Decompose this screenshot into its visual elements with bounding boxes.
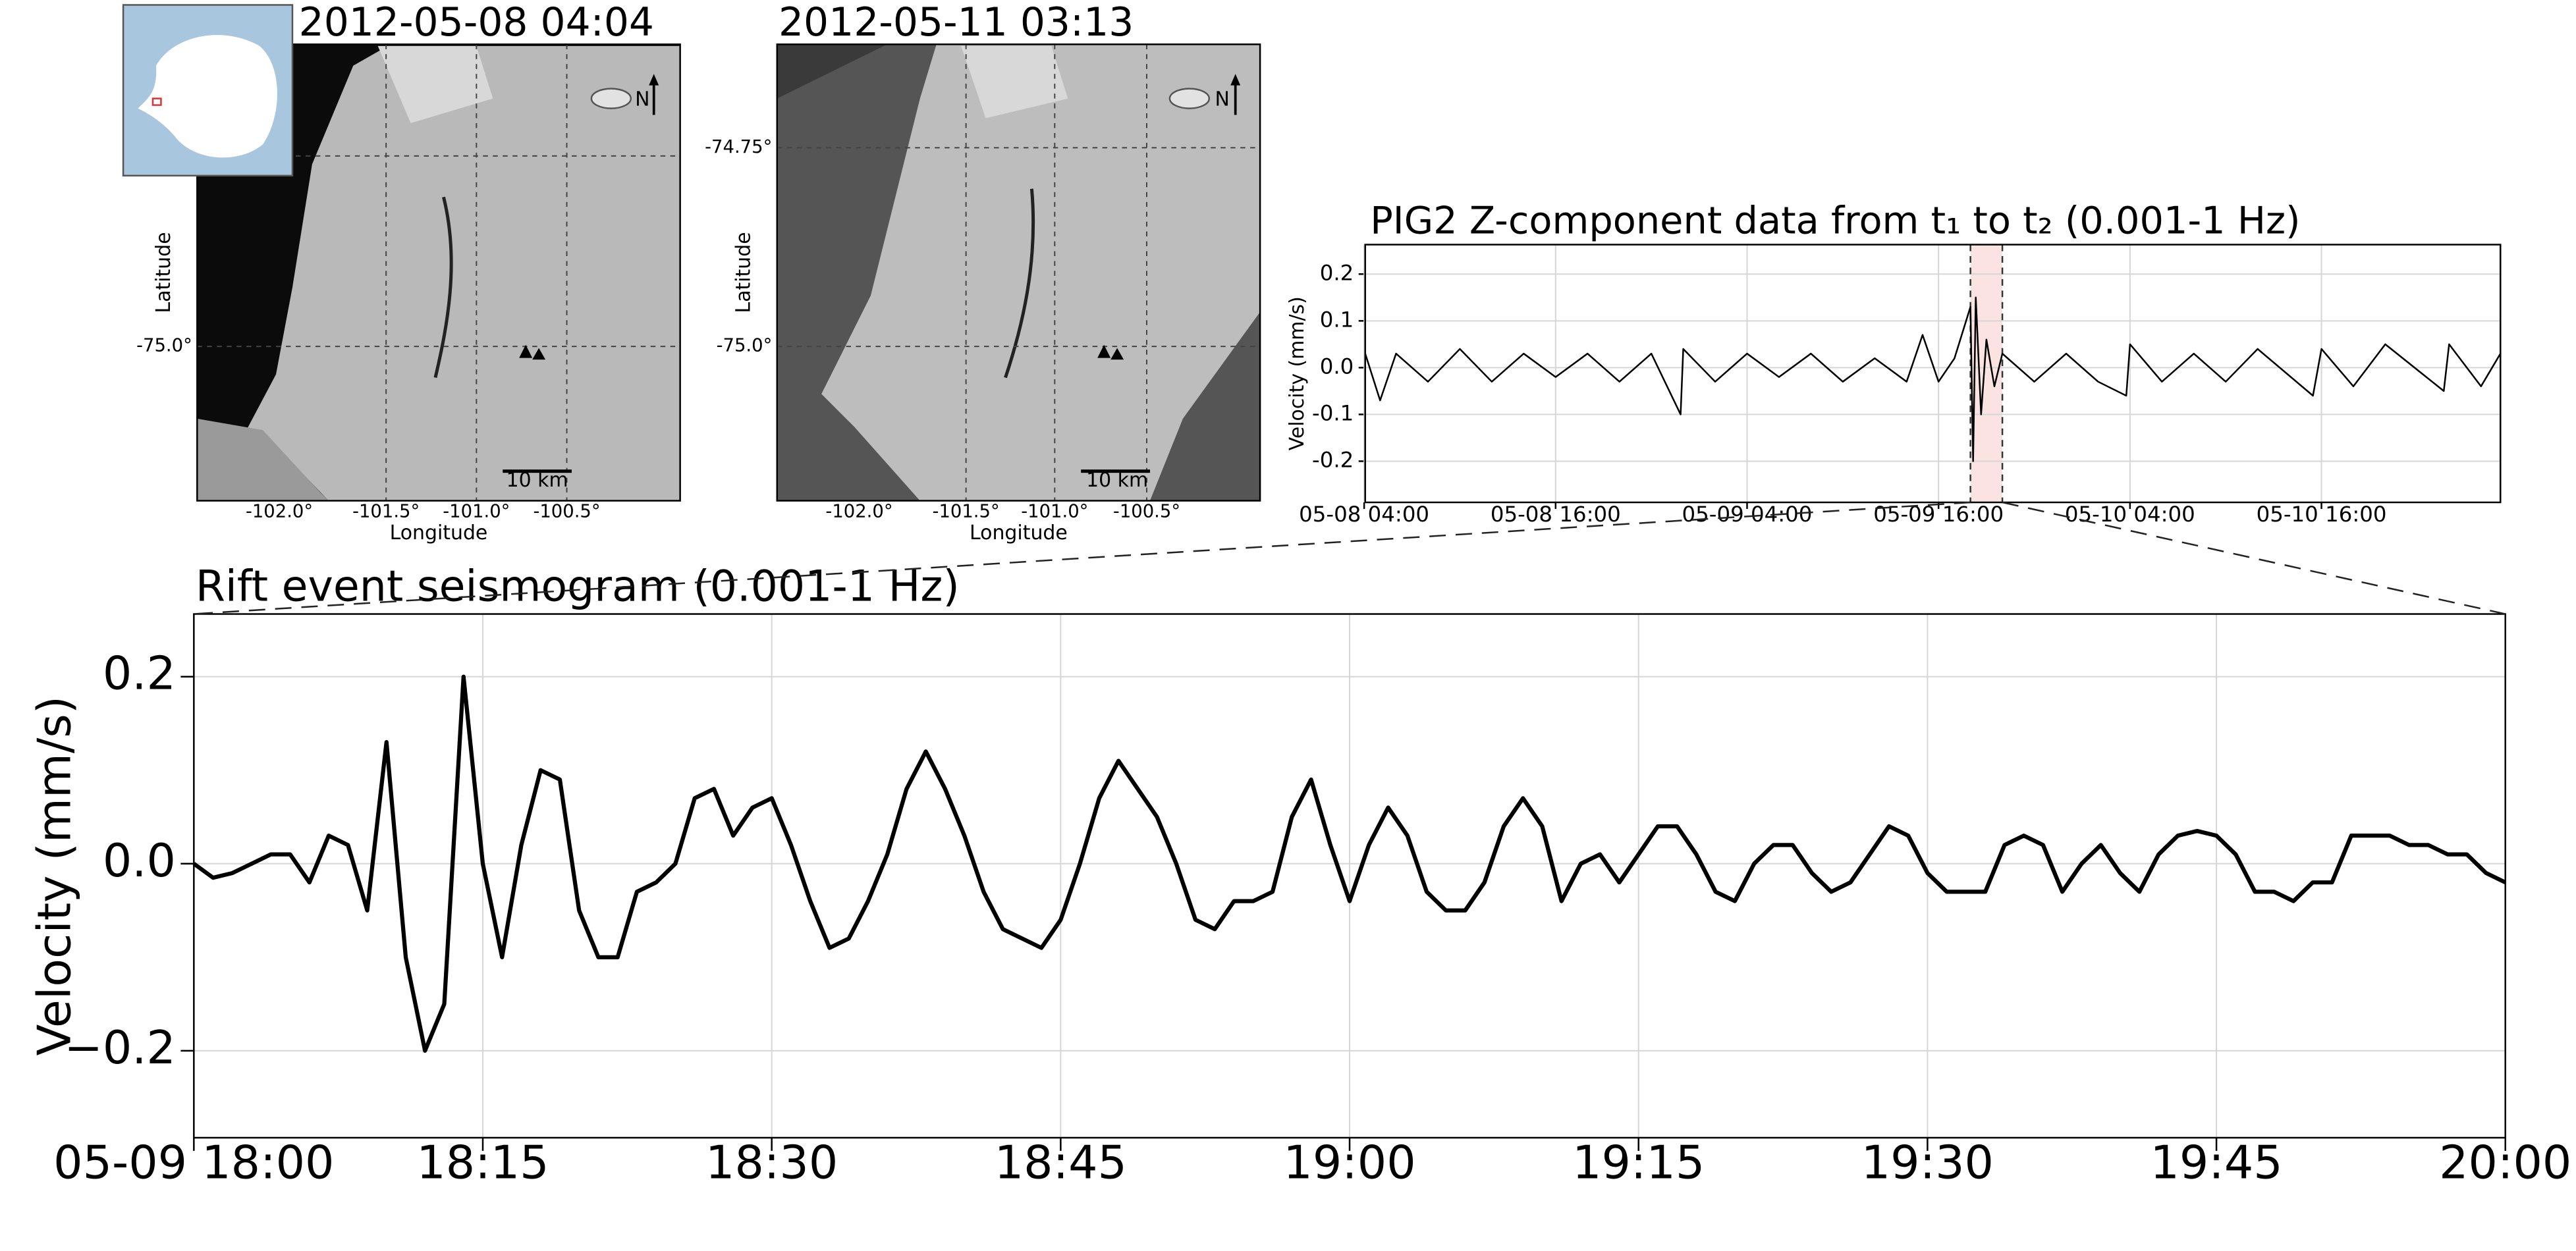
zoom-connector	[2002, 501, 2506, 615]
axes-frame	[1364, 244, 2502, 504]
y-tick-label: -74.75°	[705, 137, 772, 157]
chart-title: Rift event seismogram (0.001-1 Hz)	[196, 562, 960, 612]
x-tick-label: -102.0°	[825, 501, 892, 521]
x-tick-label: -101.5°	[352, 501, 420, 521]
x-tick-label: 05-09 18:00	[53, 1136, 334, 1189]
y-axis-label: Latitude	[732, 232, 755, 313]
y-axis-label: Latitude	[152, 232, 175, 313]
x-tick-label: 19:30	[1861, 1136, 1994, 1189]
scalebar-label: 10 km	[1086, 469, 1148, 492]
data-line	[1364, 296, 2502, 462]
x-tick-label: 19:15	[1572, 1136, 1705, 1189]
y-axis-label: Velocity (mm/s)	[1286, 296, 1309, 450]
x-tick-label: 05-09 16:00	[1873, 502, 2004, 527]
y-tick-label: 0.2	[1320, 260, 1354, 285]
zoom-connector	[194, 501, 1971, 615]
satellite-image	[776, 43, 1261, 502]
y-tick-label: -75.0°	[136, 336, 192, 356]
x-tick-label: 05-10 16:00	[2257, 502, 2387, 527]
x-tick-label: 18:15	[416, 1136, 549, 1189]
x-tick-label: 05-10 04:00	[2065, 502, 2195, 527]
y-tick-label: -0.2	[1312, 447, 1354, 472]
x-tick-label: 05-09 04:00	[1682, 502, 1813, 527]
north-label: N	[1215, 88, 1230, 111]
x-axis-label: Longitude	[970, 521, 1068, 545]
y-tick-label: -0.1	[1312, 400, 1354, 425]
x-tick-label: 05-08 16:00	[1491, 502, 1621, 527]
axes-frame	[193, 613, 2506, 1139]
y-tick-label: 0.0	[103, 834, 176, 888]
x-tick-label: -102.0°	[246, 501, 313, 521]
satellite-image	[196, 43, 681, 502]
map-title: 2012-05-08 04:04	[299, 0, 654, 45]
x-tick-label: -100.5°	[533, 501, 600, 521]
y-tick-label: -75.0°	[717, 336, 773, 356]
x-tick-label: 18:45	[995, 1136, 1127, 1189]
inset-map	[122, 4, 294, 177]
scalebar-label: 10 km	[507, 469, 568, 492]
map-title: 2012-05-11 03:13	[779, 0, 1134, 45]
x-tick-label: -100.5°	[1113, 501, 1180, 521]
chart-title: PIG2 Z-component data from t₁ to t₂ (0.0…	[1370, 199, 2300, 243]
y-axis-label: Velocity (mm/s)	[28, 696, 81, 1055]
y-tick-label: −0.2	[64, 1021, 176, 1075]
x-tick-label: -101.0°	[1021, 501, 1088, 521]
x-tick-label: 18:30	[705, 1136, 838, 1189]
x-tick-label: -101.5°	[933, 501, 1000, 521]
data-line	[192, 674, 2507, 1053]
y-tick-label: 0.0	[1320, 354, 1354, 379]
x-axis-label: Longitude	[390, 521, 488, 545]
north-label: N	[635, 88, 649, 111]
x-tick-label: -101.0°	[443, 501, 510, 521]
x-tick-label: 05-08 04:00	[1299, 502, 1429, 527]
x-tick-label: 20:00	[2439, 1136, 2571, 1189]
y-tick-label: 0.2	[103, 647, 176, 701]
x-tick-label: 19:00	[1283, 1136, 1415, 1189]
y-tick-label: 0.1	[1320, 307, 1354, 332]
x-tick-label: 19:45	[2150, 1136, 2282, 1189]
